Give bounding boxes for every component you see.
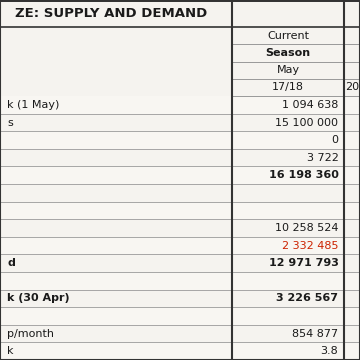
Text: k (30 Apr): k (30 Apr) [7,293,70,303]
Text: 3 226 567: 3 226 567 [276,293,338,303]
Text: 20: 20 [345,82,359,93]
Bar [0,131,360,149]
Text: 854 877: 854 877 [292,329,338,339]
Text: 15 100 000: 15 100 000 [275,117,338,127]
Text: p/month: p/month [7,329,54,339]
Text: d: d [7,258,15,268]
Bar [0,202,360,219]
Text: k (1 May): k (1 May) [7,100,59,110]
Text: 10 258 524: 10 258 524 [275,223,338,233]
Text: k: k [7,346,14,356]
Bar [0,342,360,360]
Text: 12 971 793: 12 971 793 [269,258,338,268]
Text: 3 722: 3 722 [306,153,338,163]
Text: s: s [7,117,13,127]
Text: 2 332 485: 2 332 485 [282,240,338,251]
Text: 17/18: 17/18 [272,82,304,93]
Bar [0,307,360,325]
Text: 0: 0 [332,135,338,145]
Text: 1 094 638: 1 094 638 [282,100,338,110]
Text: 16 198 360: 16 198 360 [269,170,338,180]
Text: Season: Season [265,48,311,58]
Bar [0,166,360,184]
Bar [0,96,360,114]
Bar [0,272,360,290]
Text: May: May [276,65,300,75]
Text: 3.8: 3.8 [321,346,338,356]
Bar [0,237,360,255]
Text: ZE: SUPPLY AND DEMAND: ZE: SUPPLY AND DEMAND [15,7,208,20]
Text: Current: Current [267,31,309,41]
